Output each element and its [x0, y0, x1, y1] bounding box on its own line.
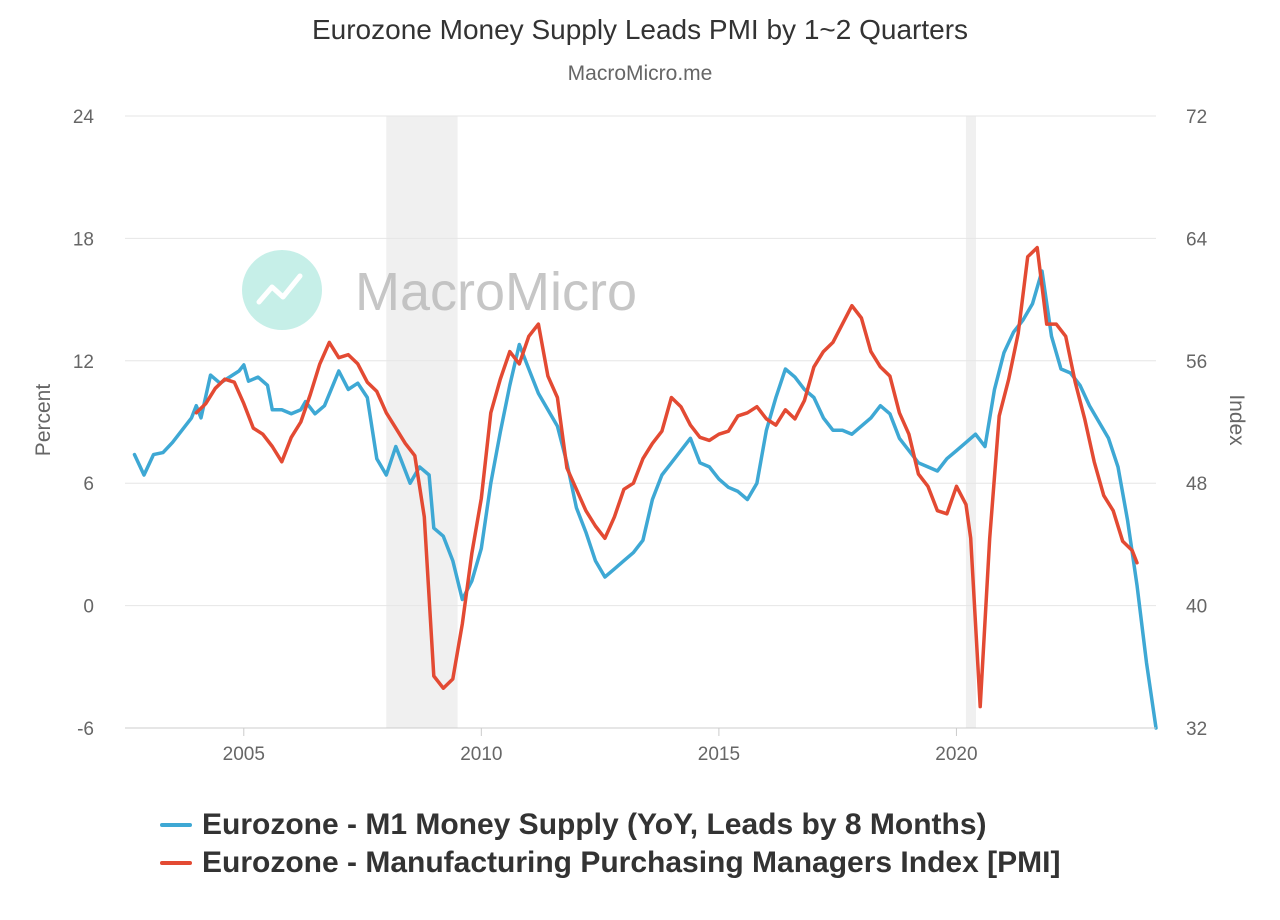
left-tick-label: 0 — [83, 597, 94, 618]
recession-shading — [386, 116, 976, 728]
left-tick-label: 6 — [83, 474, 94, 495]
watermark-text: MacroMicro — [355, 262, 637, 322]
legend-swatch-m1 — [160, 823, 192, 827]
left-tick-label: 18 — [73, 229, 94, 250]
right-axis-title: Index — [1225, 394, 1248, 446]
x-tick-label: 2005 — [223, 744, 265, 765]
right-tick-label: 56 — [1186, 352, 1207, 373]
legend-item-pmi[interactable]: Eurozone - Manufacturing Purchasing Mana… — [160, 844, 1260, 882]
series-line-pmi[interactable] — [194, 245, 1139, 709]
legend-label-m1: Eurozone - M1 Money Supply (YoY, Leads b… — [202, 808, 987, 841]
legend-swatch-pmi — [160, 861, 192, 865]
left-tick-label: -6 — [77, 719, 94, 740]
right-tick-label: 48 — [1186, 474, 1207, 495]
x-tick-label: 2015 — [698, 744, 740, 765]
left-tick-label: 24 — [73, 107, 95, 128]
shaded-period-0 — [386, 116, 458, 728]
chart-subtitle: MacroMicro.me — [567, 62, 713, 85]
right-tick-label: 64 — [1186, 229, 1208, 250]
legend-item-m1[interactable]: Eurozone - M1 Money Supply (YoY, Leads b… — [160, 806, 1260, 844]
shaded-period-1 — [965, 116, 976, 728]
left-tick-label: 12 — [73, 352, 94, 373]
right-tick-label: 40 — [1186, 597, 1207, 618]
right-axis-ticks: 32 40 48 56 64 72 — [1186, 107, 1208, 740]
x-axis-ticks: 2005 2010 2015 2020 — [223, 728, 978, 765]
series-line-m1[interactable] — [132, 269, 1158, 730]
left-axis-ticks: -6 0 6 12 18 24 — [73, 107, 95, 740]
series-lines — [132, 245, 1158, 730]
right-tick-label: 32 — [1186, 719, 1207, 740]
right-tick-label: 72 — [1186, 107, 1207, 128]
x-tick-label: 2020 — [935, 744, 977, 765]
legend: Eurozone - M1 Money Supply (YoY, Leads b… — [160, 806, 1260, 882]
watermark: MacroMicro — [242, 250, 637, 330]
legend-label-pmi: Eurozone - Manufacturing Purchasing Mana… — [202, 846, 1061, 879]
left-axis-title: Percent — [32, 384, 55, 457]
watermark-logo-line-icon — [256, 273, 303, 305]
watermark-logo-icon — [242, 250, 322, 330]
chart-title: Eurozone Money Supply Leads PMI by 1~2 Q… — [311, 14, 969, 45]
x-tick-label: 2010 — [460, 744, 502, 765]
